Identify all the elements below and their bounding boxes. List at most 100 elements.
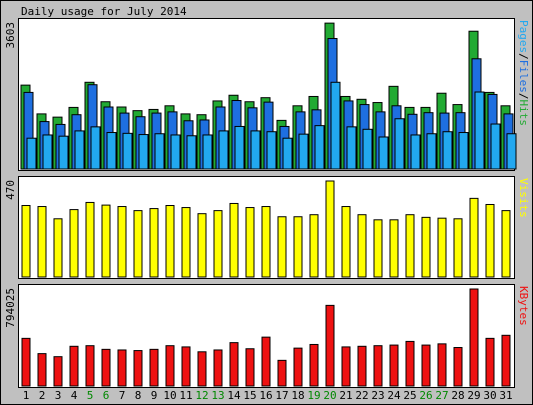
bar-visits-day-31 [501, 210, 511, 278]
bar-kbytes-day-14 [229, 342, 239, 387]
panel-kbytes: 794025 KBytes [4, 284, 530, 388]
x-tick-label-day-27: 27 [435, 389, 448, 402]
bar-pages-day-6 [106, 132, 117, 170]
legend-part: KBytes [517, 286, 530, 326]
legend-label-visits: Visits [517, 178, 530, 218]
y-max-label-pages_files_hits: 3603 [4, 22, 17, 49]
bar-kbytes-day-6 [101, 348, 111, 387]
bar-kbytes-day-17 [277, 359, 287, 387]
bar-visits-day-14 [229, 202, 239, 278]
x-tick-label-day-30: 30 [483, 389, 496, 402]
bar-kbytes-day-28 [453, 347, 463, 387]
bar-visits-day-12 [197, 213, 207, 278]
x-tick-label-day-21: 21 [339, 389, 352, 402]
bar-kbytes-day-19 [309, 343, 319, 387]
bar-kbytes-day-3 [53, 356, 63, 387]
bar-pages-day-10 [170, 134, 181, 170]
y-max-label-visits: 470 [4, 180, 17, 200]
legend-part: Hits [517, 100, 530, 127]
x-tick-label-day-1: 1 [23, 389, 30, 402]
bar-kbytes-day-22 [357, 345, 367, 387]
x-tick-label-day-6: 6 [103, 389, 110, 402]
x-tick-label-day-14: 14 [227, 389, 241, 402]
bar-pages-day-22 [362, 128, 373, 170]
bar-visits-day-24 [389, 219, 399, 278]
x-tick-label-day-29: 29 [467, 389, 480, 402]
bar-pages-day-3 [58, 135, 69, 170]
bar-kbytes-day-26 [421, 344, 431, 387]
x-tick-label-day-26: 26 [419, 389, 432, 402]
x-axis-day-labels: 1 2 3 4 5 6 7 8 9 10 11 12 13 14 15 16 17 18 19 20 21 22 23 24 2… [23, 389, 513, 402]
bar-visits-day-29 [469, 197, 479, 278]
bar-visits-day-18 [293, 216, 303, 278]
x-tick-label-day-19: 19 [307, 389, 320, 402]
bar-kbytes-day-15 [245, 348, 255, 387]
bar-visits-day-2 [37, 206, 47, 278]
panel-visits: 470 Visits [4, 176, 530, 279]
bar-pages-day-4 [74, 130, 85, 170]
bar-pages-day-15 [250, 130, 261, 170]
x-tick-label-day-11: 11 [179, 389, 192, 402]
x-tick-label-day-8: 8 [135, 389, 142, 402]
panel-pages_files_hits: 3603 Pages/Files/Hits [4, 18, 530, 171]
x-tick-label-day-13: 13 [211, 389, 224, 402]
bar-visits-day-19 [309, 214, 319, 278]
bar-pages-day-29 [474, 91, 485, 170]
bar-visits-day-30 [485, 203, 495, 278]
bar-visits-day-3 [53, 218, 63, 278]
x-tick-label-day-16: 16 [259, 389, 272, 402]
legend-label-pages_files_hits: Pages/Files/Hits [517, 20, 530, 126]
x-tick-label-day-9: 9 [151, 389, 158, 402]
bar-pages-day-18 [298, 133, 309, 170]
y-max-label-kbytes: 794025 [4, 288, 17, 328]
bar-pages-day-11 [186, 135, 197, 170]
bar-pages-day-20 [330, 81, 341, 170]
bar-visits-day-16 [261, 206, 271, 278]
x-tick-label-day-3: 3 [55, 389, 62, 402]
legend-part: / [517, 53, 530, 60]
bar-kbytes-day-20 [325, 304, 335, 387]
bar-kbytes-day-18 [293, 347, 303, 387]
bar-pages-day-2 [42, 134, 53, 170]
bar-pages-day-23 [378, 136, 389, 170]
x-tick-label-day-5: 5 [87, 389, 94, 402]
bar-pages-day-9 [154, 133, 165, 170]
bar-pages-day-17 [282, 137, 293, 170]
bar-pages-day-19 [314, 125, 325, 170]
x-tick-label-day-28: 28 [451, 389, 464, 402]
bar-visits-day-11 [181, 207, 191, 278]
bar-pages-day-31 [506, 133, 517, 170]
bar-visits-day-4 [69, 209, 79, 278]
bar-kbytes-day-4 [69, 345, 79, 387]
legend-part: Files [517, 60, 530, 93]
x-tick-label-day-25: 25 [403, 389, 416, 402]
bar-pages-day-21 [346, 126, 357, 170]
x-tick-label-day-18: 18 [291, 389, 304, 402]
bar-visits-day-10 [165, 205, 175, 278]
bar-pages-day-24 [394, 118, 405, 170]
bar-kbytes-day-29 [469, 288, 479, 387]
x-tick-label-day-23: 23 [371, 389, 384, 402]
bar-visits-day-17 [277, 216, 287, 278]
x-tick-label-day-10: 10 [163, 389, 176, 402]
bar-kbytes-day-9 [149, 348, 159, 387]
bar-pages-day-25 [410, 134, 421, 170]
bar-pages-day-28 [458, 132, 469, 170]
bar-visits-day-15 [245, 207, 255, 278]
chart-title: Daily usage for July 2014 [21, 5, 187, 18]
bar-kbytes-day-16 [261, 336, 271, 387]
bar-pages-day-5 [90, 126, 101, 170]
bar-visits-day-20 [325, 180, 335, 278]
bar-kbytes-day-24 [389, 344, 399, 387]
bar-kbytes-day-21 [341, 346, 351, 387]
bar-pages-day-14 [234, 125, 245, 170]
x-tick-label-day-20: 20 [323, 389, 336, 402]
bar-visits-day-21 [341, 206, 351, 278]
legend-part: Visits [517, 178, 530, 218]
bar-visits-day-27 [437, 217, 447, 278]
bar-kbytes-day-27 [437, 343, 447, 387]
bar-kbytes-day-31 [501, 334, 511, 387]
bar-kbytes-day-13 [213, 349, 223, 387]
bar-pages-day-12 [202, 134, 213, 170]
bar-visits-day-1 [21, 205, 31, 278]
